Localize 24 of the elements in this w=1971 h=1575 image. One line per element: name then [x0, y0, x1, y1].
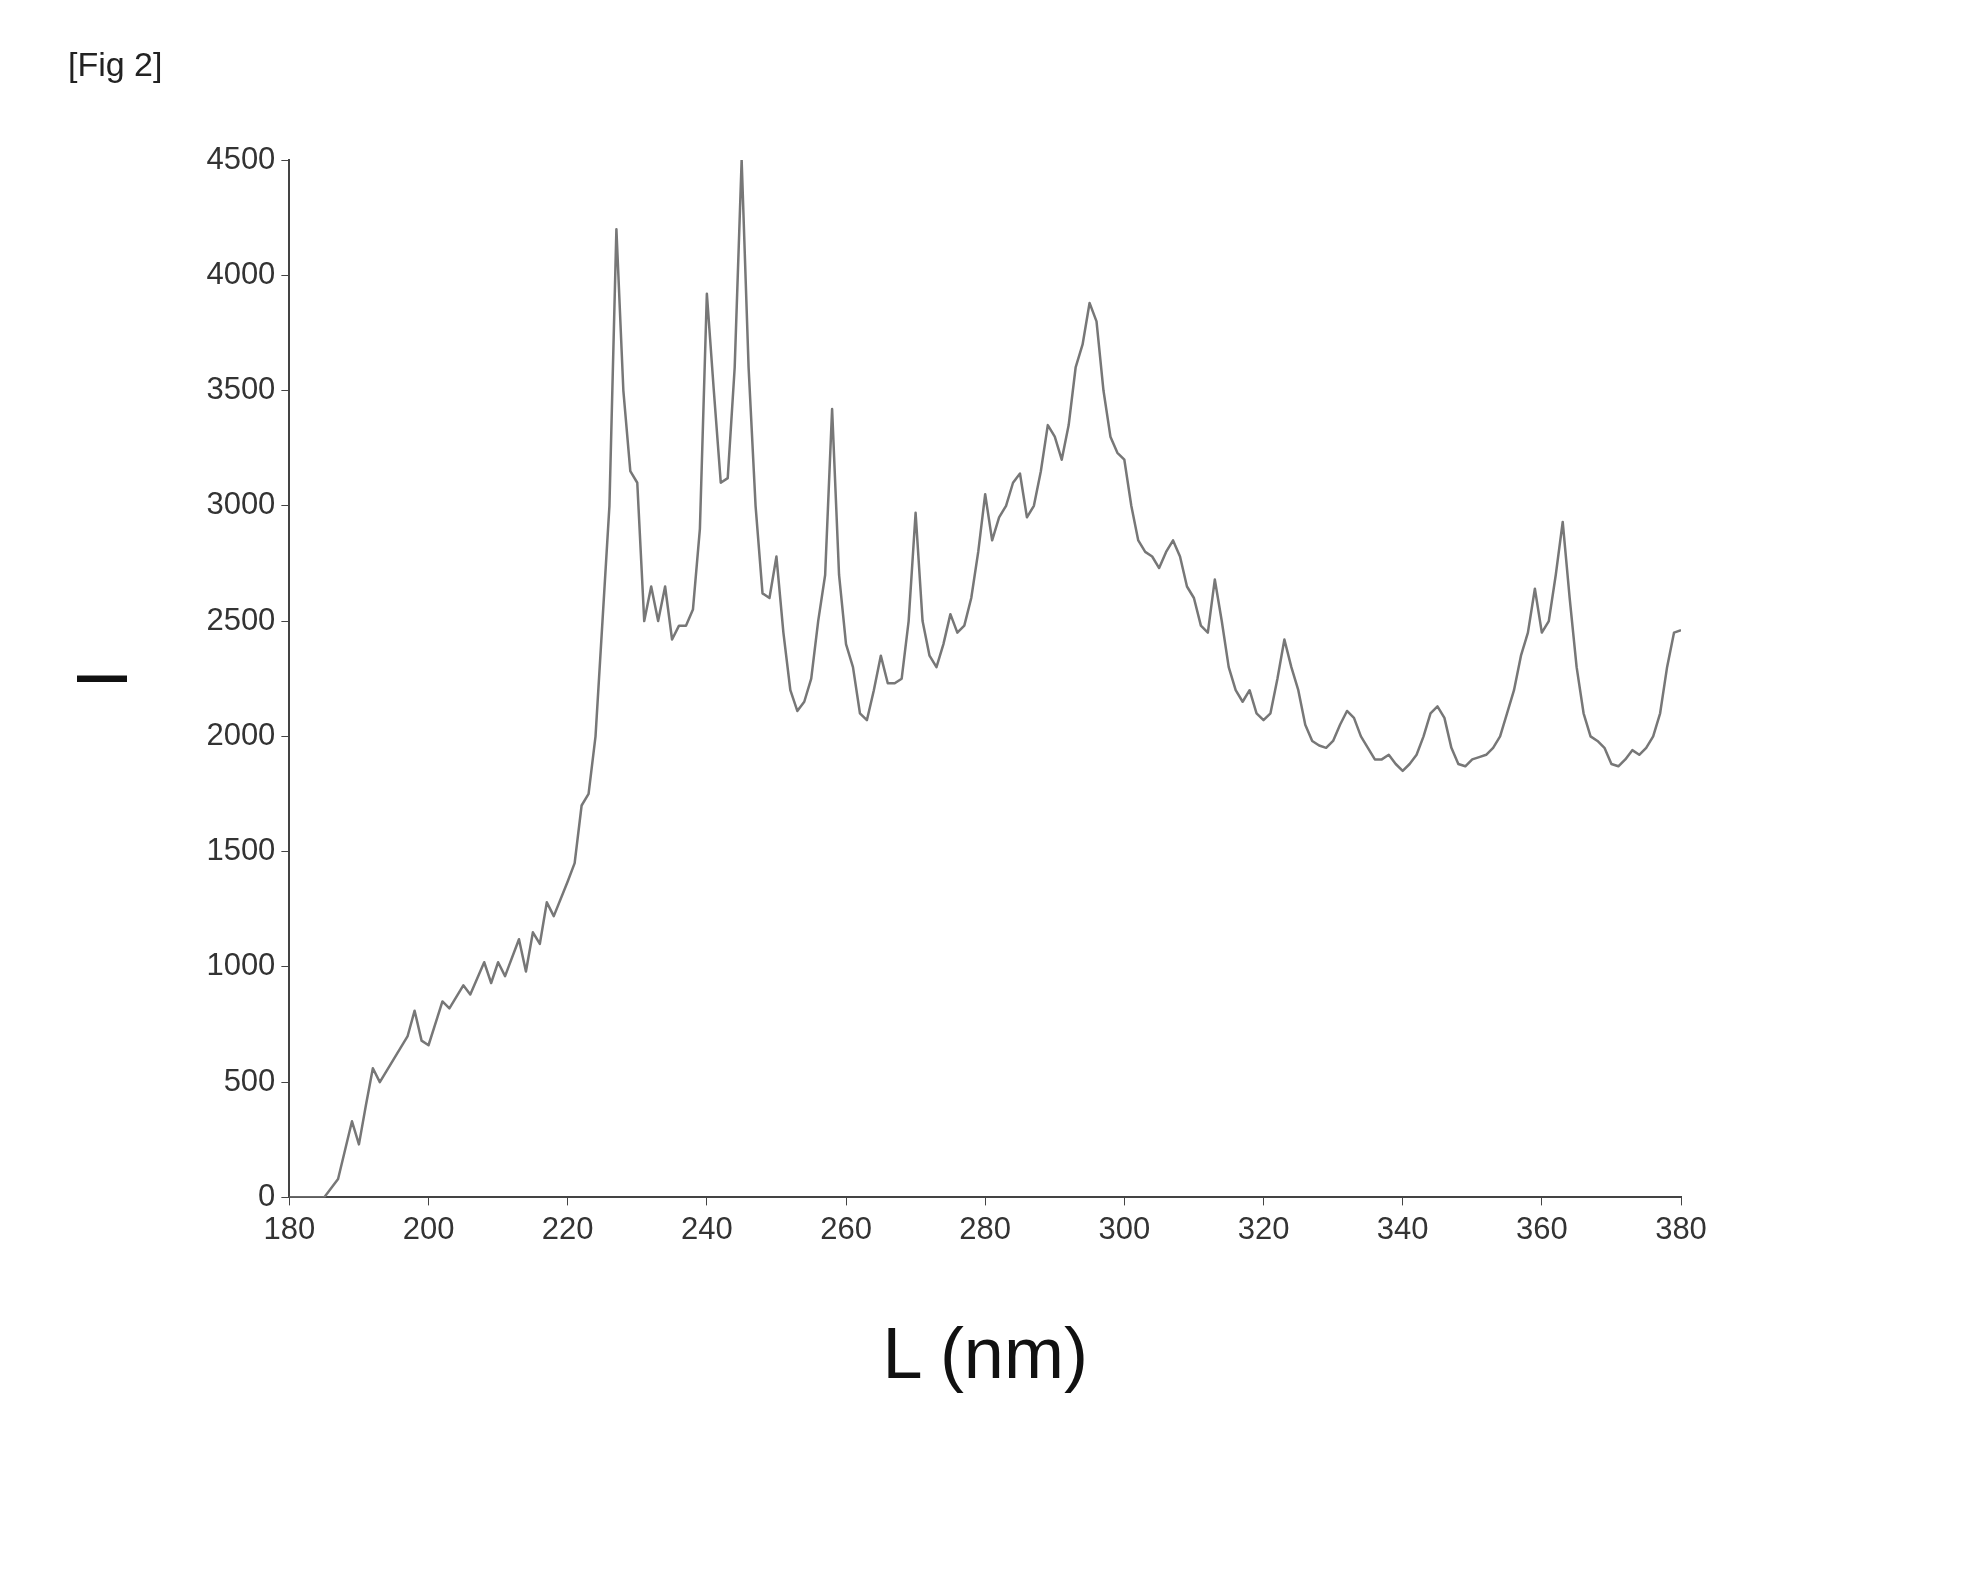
x-tick-label: 180: [263, 1210, 316, 1246]
x-tick-label: 220: [541, 1210, 594, 1246]
y-axis-title: I: [62, 668, 143, 689]
y-tick-label: 1500: [206, 832, 276, 868]
x-tick-label: 320: [1237, 1210, 1290, 1246]
x-tick-label: 240: [680, 1210, 733, 1246]
x-tick-label: 380: [1655, 1210, 1707, 1246]
y-tick-label: 1000: [206, 947, 276, 983]
x-axis-title: L (nm): [882, 1312, 1088, 1393]
x-tick-label: 340: [1376, 1210, 1429, 1246]
x-tick-label: 260: [820, 1210, 872, 1246]
y-tick-label: 4500: [206, 140, 276, 176]
y-tick-label: 3000: [206, 486, 276, 522]
text: [Fig 2]: [68, 45, 163, 84]
y-tick-label: 4000: [206, 255, 276, 291]
y-tick-label: 500: [223, 1062, 276, 1098]
x-tick-label: 360: [1515, 1210, 1568, 1246]
x-tick-label: 200: [402, 1210, 455, 1246]
x-tick-label: 280: [959, 1210, 1012, 1246]
y-tick-label: 3500: [206, 371, 276, 407]
y-tick-label: 0: [258, 1177, 276, 1213]
y-tick-label: 2000: [206, 716, 276, 752]
x-tick-label: 300: [1098, 1210, 1151, 1246]
y-tick-label: 2500: [206, 601, 276, 637]
